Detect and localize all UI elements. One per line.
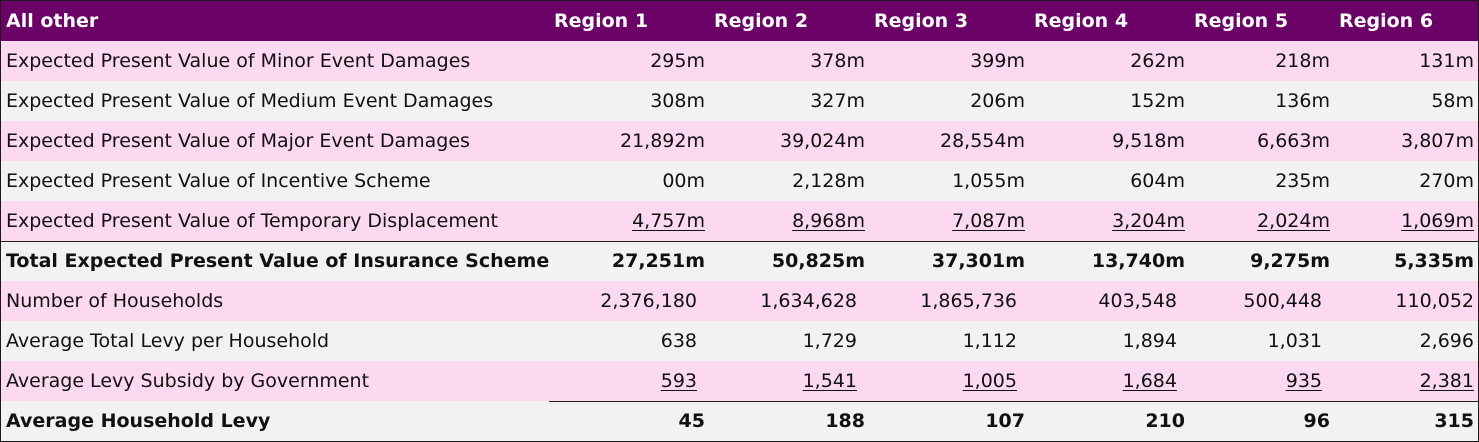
- table-header-row: All other Region 1 Region 2 Region 3 Reg…: [1, 1, 1478, 41]
- column-header-region-1: Region 1: [554, 10, 649, 32]
- cell-value: 2,696: [1419, 330, 1474, 352]
- row-label: Expected Present Value of Temporary Disp…: [1, 201, 549, 242]
- cell-value: 107: [985, 410, 1025, 433]
- table-title: All other: [6, 10, 99, 32]
- cell-value: 6,663m: [1257, 130, 1330, 152]
- cell-value: 8,968m: [792, 209, 865, 232]
- cell-value: 5,335m: [1394, 250, 1474, 273]
- row-label: Average Total Levy per Household: [6, 330, 330, 352]
- cell-value: 9,275m: [1250, 250, 1330, 273]
- row-label: Average Household Levy: [6, 410, 271, 432]
- cell-value: 45: [678, 410, 705, 433]
- cell-value: 262m: [1130, 50, 1185, 72]
- cell-value: 315: [1434, 410, 1474, 433]
- cell-value: 270m: [1419, 170, 1474, 192]
- table-row: Average Total Levy per Household 638 1,7…: [1, 321, 1478, 361]
- cell-value: 39,024m: [780, 130, 865, 152]
- cell-value: 308m: [650, 90, 705, 112]
- cell-value: 96: [1303, 410, 1330, 433]
- cell-value: 7,087m: [952, 209, 1025, 232]
- cell-value: 2,024m: [1257, 209, 1330, 232]
- cell-value: 13,740m: [1091, 250, 1185, 273]
- cell-value: 403,548: [1098, 290, 1177, 312]
- cell-value: 327m: [810, 90, 865, 112]
- cell-value: 1,069m: [1401, 209, 1474, 232]
- cell-value: 1,894: [1122, 330, 1177, 352]
- cell-value: 1,865,736: [920, 290, 1017, 312]
- row-label: Total Expected Present Value of Insuranc…: [6, 250, 550, 273]
- row-label: Expected Present Value of Incentive Sche…: [6, 170, 431, 192]
- column-header-region-4: Region 4: [1034, 10, 1129, 32]
- table-row: Expected Present Value of Temporary Disp…: [1, 201, 1478, 242]
- cell-value: 235m: [1275, 170, 1330, 192]
- table-row-total: Average Household Levy 45 188 107 210 96…: [1, 401, 1478, 441]
- cell-value: 1,112: [962, 330, 1017, 352]
- cell-value: 206m: [970, 90, 1025, 112]
- cell-value: 131m: [1419, 50, 1474, 72]
- row-label: Expected Present Value of Medium Event D…: [6, 90, 494, 112]
- column-header-region-6: Region 6: [1339, 10, 1434, 32]
- cell-value: 2,128m: [792, 170, 865, 192]
- cell-value: 21,892m: [620, 130, 705, 152]
- cell-value: 28,554m: [940, 130, 1025, 152]
- cell-value: 3,204m: [1112, 209, 1185, 232]
- cell-value: 1,684: [1122, 369, 1177, 392]
- cell-value: 638: [660, 330, 697, 352]
- cell-value: 500,448: [1243, 290, 1322, 312]
- cell-value: 218m: [1275, 50, 1330, 72]
- cell-value: 37,301m: [931, 250, 1025, 273]
- cell-value: 1,005: [962, 369, 1017, 392]
- table-row: Expected Present Value of Medium Event D…: [1, 81, 1478, 121]
- cell-value: 110,052: [1395, 290, 1474, 312]
- table-row: Expected Present Value of Incentive Sche…: [1, 161, 1478, 201]
- cell-value: 935: [1285, 369, 1322, 392]
- cell-value: 58m: [1431, 90, 1474, 112]
- column-header-region-3: Region 3: [874, 10, 969, 32]
- row-label: Expected Present Value of Minor Event Da…: [6, 50, 471, 72]
- cell-value: 188: [825, 410, 865, 433]
- cell-value: 1,634,628: [760, 290, 857, 312]
- cell-value: 27,251m: [611, 250, 705, 273]
- cell-value: 604m: [1130, 170, 1185, 192]
- table-row: Expected Present Value of Major Event Da…: [1, 121, 1478, 161]
- cell-value: 136m: [1275, 90, 1330, 112]
- cell-value: 399m: [970, 50, 1025, 72]
- cell-value: 9,518m: [1112, 130, 1185, 152]
- cell-value: 295m: [650, 50, 705, 72]
- row-label: Number of Households: [6, 290, 224, 312]
- column-header-region-2: Region 2: [714, 10, 809, 32]
- cell-value: 378m: [810, 50, 865, 72]
- cell-value: 152m: [1130, 90, 1185, 112]
- cell-value: 1,541: [802, 369, 857, 392]
- table-row: Number of Households 2,376,180 1,634,628…: [1, 281, 1478, 321]
- cell-value: 4,757m: [632, 209, 705, 232]
- table-row: Average Levy Subsidy by Government 593 1…: [1, 361, 1478, 402]
- cell-value: 00m: [662, 170, 705, 192]
- cell-value: 50,825m: [771, 250, 865, 273]
- row-label: Expected Present Value of Major Event Da…: [6, 130, 470, 152]
- row-label: Average Levy Subsidy by Government: [6, 370, 370, 392]
- table-row: Expected Present Value of Minor Event Da…: [1, 41, 1478, 81]
- cell-value: 1,055m: [952, 170, 1025, 192]
- cell-value: 593: [660, 369, 697, 392]
- cell-value: 3,807m: [1401, 130, 1474, 152]
- column-header-region-5: Region 5: [1194, 10, 1289, 32]
- cell-value: 210: [1145, 410, 1185, 433]
- cell-value: 2,381: [1419, 369, 1474, 392]
- table-row-total: Total Expected Present Value of Insuranc…: [1, 241, 1478, 281]
- cell-value: 1,729: [802, 330, 857, 352]
- cell-value: 1,031: [1267, 330, 1322, 352]
- cell-value: 2,376,180: [600, 290, 697, 312]
